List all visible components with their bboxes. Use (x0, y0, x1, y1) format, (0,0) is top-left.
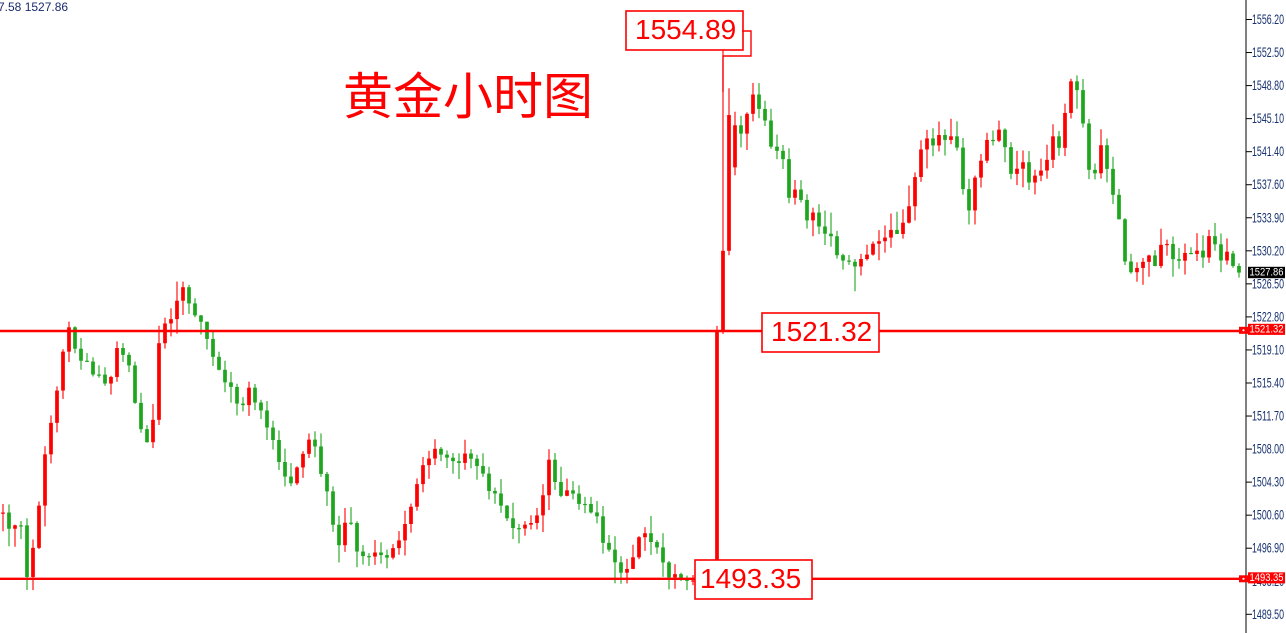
svg-text:1527.86: 1527.86 (1250, 267, 1284, 279)
svg-text:1500.60: 1500.60 (1252, 508, 1284, 523)
svg-text:1530.20: 1530.20 (1252, 243, 1284, 258)
svg-text:1521.32: 1521.32 (771, 316, 872, 347)
svg-text:1552.50: 1552.50 (1252, 45, 1284, 60)
svg-text:1511.70: 1511.70 (1252, 409, 1284, 424)
svg-text:1504.30: 1504.30 (1252, 475, 1284, 490)
svg-text:7.58 1527.86: 7.58 1527.86 (0, 0, 68, 14)
svg-text:1493.35: 1493.35 (700, 563, 801, 594)
svg-text:1489.50: 1489.50 (1252, 607, 1284, 622)
svg-text:1554.89: 1554.89 (635, 14, 736, 45)
svg-text:1556.20: 1556.20 (1252, 12, 1284, 27)
svg-text:黄金小时图: 黄金小时图 (343, 69, 593, 125)
svg-text:1548.80: 1548.80 (1252, 78, 1284, 93)
svg-text:1537.60: 1537.60 (1252, 177, 1284, 192)
svg-text:1521.32: 1521.32 (1250, 324, 1284, 336)
svg-text:1526.50: 1526.50 (1252, 276, 1284, 291)
svg-text:1508.00: 1508.00 (1252, 442, 1284, 457)
svg-text:1515.40: 1515.40 (1252, 375, 1284, 390)
svg-text:1522.80: 1522.80 (1252, 309, 1284, 324)
svg-text:1519.10: 1519.10 (1252, 342, 1284, 357)
svg-text:1541.40: 1541.40 (1252, 144, 1284, 159)
svg-text:1496.90: 1496.90 (1252, 541, 1284, 556)
svg-text:1533.90: 1533.90 (1252, 210, 1284, 225)
svg-text:1493.35: 1493.35 (1250, 572, 1284, 584)
svg-text:1545.10: 1545.10 (1252, 111, 1284, 126)
